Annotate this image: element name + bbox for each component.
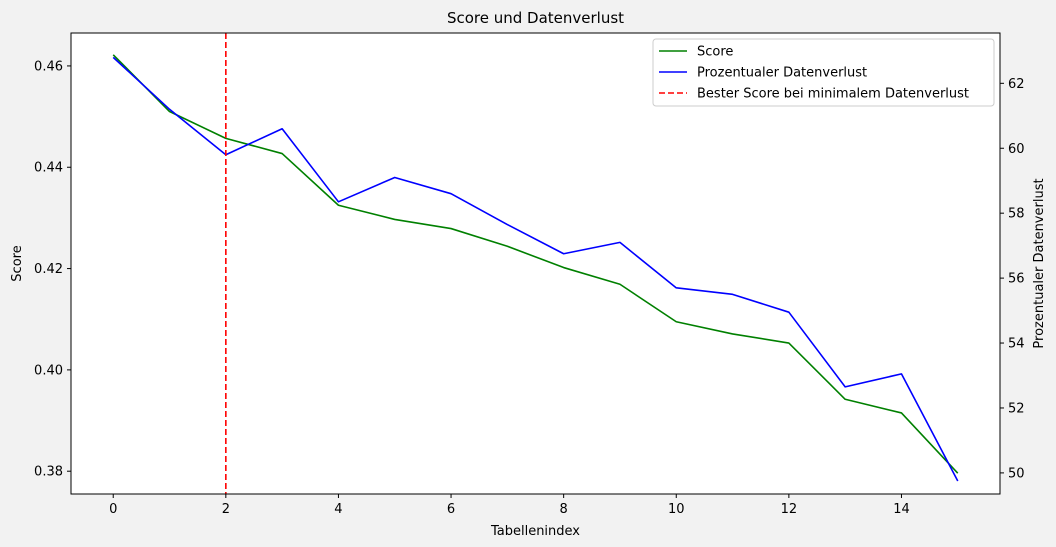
y-left-axis-label: Score — [10, 245, 25, 281]
x-tick-label: 0 — [109, 502, 117, 517]
y-right-tick-label: 56 — [1008, 272, 1025, 287]
chart-title: Score und Datenverlust — [447, 9, 624, 27]
plot-frame — [70, 32, 1001, 495]
x-axis-label: Tabellenindex — [490, 524, 580, 539]
legend-label: Score — [697, 45, 733, 60]
series-layer — [112, 33, 959, 494]
y-left-tick-label: 0.38 — [34, 465, 63, 480]
y-left-axis-ticks: 0.38 0.40 0.42 0.44 0.46 — [34, 59, 71, 480]
y-right-tick-label: 52 — [1008, 401, 1025, 416]
x-tick-label: 10 — [668, 502, 685, 517]
legend: Score Prozentualer Datenverlust Bester Sco… — [652, 38, 995, 107]
y-right-axis-ticks: 50 52 54 56 58 60 62 — [1000, 77, 1025, 481]
y-left-tick-label: 0.46 — [34, 59, 63, 74]
legend-box — [652, 38, 995, 107]
y-right-tick-label: 58 — [1008, 207, 1025, 222]
x-tick-label: 2 — [222, 502, 230, 517]
y-right-tick-label: 54 — [1008, 337, 1025, 352]
y-left-tick-label: 0.40 — [34, 363, 63, 378]
series-line-score — [112, 54, 959, 474]
legend-label: Bester Score bei minimalem Datenverlust — [697, 87, 969, 102]
legend-label: Prozentualer Datenverlust — [697, 66, 867, 81]
x-tick-label: 4 — [334, 502, 342, 517]
x-tick-label: 14 — [893, 502, 910, 517]
y-left-tick-label: 0.44 — [34, 161, 63, 176]
x-axis-ticks: 0 2 4 6 8 10 12 14 — [109, 494, 910, 517]
x-tick-label: 6 — [447, 502, 455, 517]
y-left-tick-label: 0.42 — [34, 262, 63, 277]
y-right-tick-label: 60 — [1008, 142, 1025, 157]
y-right-tick-label: 50 — [1008, 466, 1025, 481]
x-tick-label: 12 — [781, 502, 798, 517]
x-tick-label: 8 — [560, 502, 568, 517]
y-right-axis-label: Prozentualer Datenverlust — [1032, 178, 1047, 348]
y-right-tick-label: 62 — [1008, 77, 1025, 92]
series-line-prozentualer-datenverlust — [112, 56, 959, 482]
